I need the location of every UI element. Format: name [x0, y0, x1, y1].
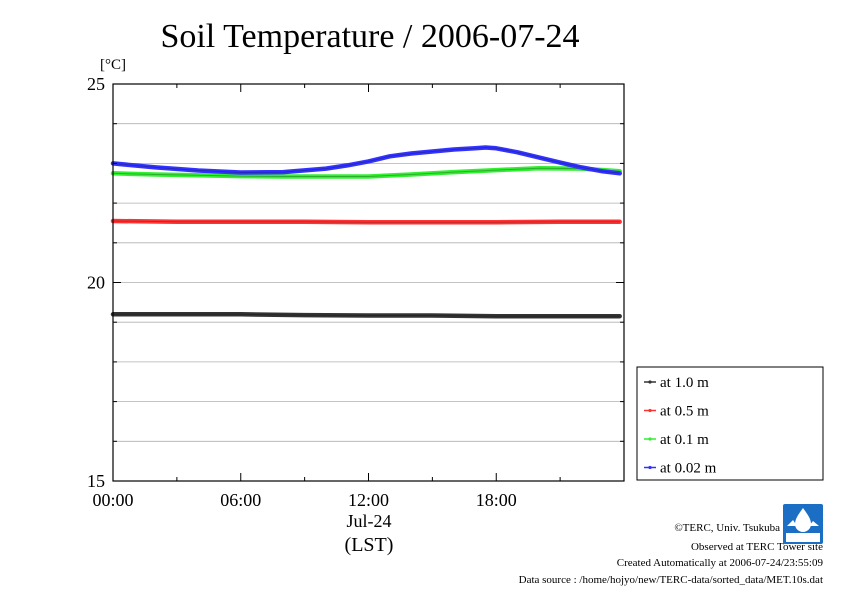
- legend-items: at 1.0 m at 0.5 m at 0.1 m at 0.02 m: [644, 375, 717, 477]
- terc-logo-icon: [783, 504, 823, 544]
- y-tick-label: 20: [87, 273, 105, 293]
- x-tick-label: 06:00: [220, 490, 261, 510]
- y-tick-label: 25: [87, 74, 105, 94]
- series-line-core: [112, 146, 620, 174]
- legend-label: at 0.5 m: [660, 404, 709, 420]
- grid-lines: [113, 123, 624, 442]
- x-axis-date-label: Jul-24: [347, 511, 392, 531]
- legend: at 1.0 m at 0.5 m at 0.1 m at 0.02 m: [636, 366, 824, 481]
- y-axis-unit-label: [°C]: [100, 57, 126, 73]
- series-line: [110, 165, 622, 179]
- legend-swatch-marker: [648, 437, 652, 441]
- credit-observed: Observed at TERC Tower site: [691, 541, 823, 553]
- series-line: [110, 312, 622, 319]
- series-line-core: [112, 167, 620, 177]
- series-layer: [110, 145, 622, 319]
- x-tick-label: 00:00: [92, 490, 133, 510]
- legend-swatch-marker: [648, 380, 652, 384]
- legend-swatch-marker: [648, 465, 652, 470]
- legend-box: [636, 366, 824, 481]
- legend-swatch-marker: [648, 408, 652, 413]
- x-tick-label: 12:00: [348, 490, 389, 510]
- credit-data-source: Data source : /home/hojyo/new/TERC-data/…: [519, 574, 823, 586]
- credit-copyright: ©TERC, Univ. Tsukuba: [674, 522, 780, 534]
- series-line-core: [113, 313, 620, 317]
- x-axis-label: (LST): [345, 534, 394, 556]
- y-tick-label: 15: [87, 471, 105, 491]
- axis-ticks: 15 20 25 00:00 06:00 12:00 18:00: [87, 74, 625, 510]
- credit-created: Created Automatically at 2006-07-24/23:5…: [617, 557, 824, 569]
- chart-title: Soil Temperature / 2006-07-24: [160, 18, 579, 55]
- legend-label: at 0.1 m: [660, 432, 709, 448]
- legend-label: at 0.02 m: [660, 461, 717, 477]
- series-line: [110, 218, 622, 225]
- series-line-core: [112, 220, 620, 223]
- series-line: [110, 145, 622, 176]
- legend-label: at 1.0 m: [660, 375, 709, 391]
- x-tick-label: 18:00: [476, 490, 517, 510]
